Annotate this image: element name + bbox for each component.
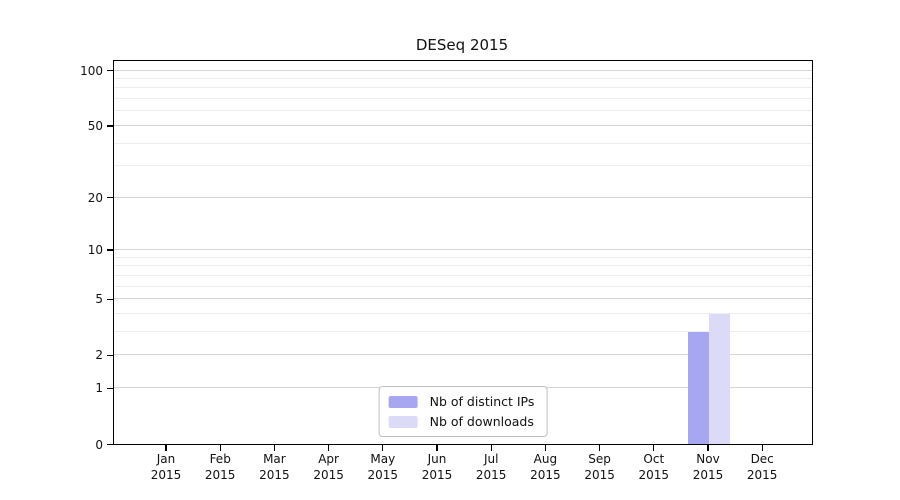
- legend-label: Nb of downloads: [429, 414, 534, 429]
- y-axis-tick: [107, 298, 113, 300]
- year-label: 2015: [475, 467, 507, 482]
- year-label: 2015: [421, 467, 453, 482]
- x-axis-tick: [761, 444, 763, 451]
- y-axis-tick-label: 100: [80, 63, 103, 78]
- gridline-major: [114, 124, 812, 126]
- legend: Nb of distinct IPs Nb of downloads: [378, 386, 548, 437]
- plot-area: Nb of distinct IPs Nb of downloads: [113, 60, 813, 445]
- gridline-minor: [114, 313, 812, 315]
- month-label: Nov: [696, 452, 720, 466]
- x-axis-tick: [327, 444, 330, 451]
- gridline-minor: [114, 285, 812, 287]
- legend-swatch-distinct-ips: [388, 395, 418, 408]
- gridline-major: [114, 249, 812, 251]
- year-label: 2015: [584, 467, 615, 482]
- x-axis-tick-label: May 2015: [351, 452, 415, 483]
- y-axis-tick: [107, 125, 113, 127]
- chart-title: DESeq 2015: [415, 36, 509, 54]
- year-label: 2015: [692, 467, 724, 482]
- x-axis-tick: [490, 444, 492, 451]
- bar-nb-of-distinct-ips: [688, 331, 709, 444]
- y-axis-tick-label: 5: [95, 292, 103, 307]
- year-label: 2015: [313, 467, 344, 482]
- bar-nb-of-downloads: [709, 313, 730, 444]
- y-axis-tick: [107, 354, 113, 357]
- gridline-minor: [114, 87, 812, 89]
- x-axis-tick: [707, 444, 709, 451]
- y-axis-tick: [107, 197, 113, 199]
- year-label: 2015: [204, 467, 236, 482]
- year-label: 2015: [150, 467, 182, 482]
- gridline-minor: [114, 142, 812, 144]
- x-axis-tick-label: Mar 2015: [242, 452, 306, 483]
- legend-item: Nb of downloads: [388, 414, 535, 429]
- x-axis-tick: [165, 444, 167, 451]
- month-label: Oct: [643, 452, 665, 466]
- month-label: Jun: [427, 452, 447, 466]
- x-axis-tick: [273, 444, 276, 451]
- x-axis-tick-label: Oct 2015: [622, 452, 686, 483]
- gridline-major: [114, 69, 812, 71]
- x-axis-tick-label: Apr 2015: [297, 452, 361, 483]
- year-label: 2015: [638, 467, 670, 482]
- y-axis-tick: [107, 387, 113, 390]
- gridline-minor: [114, 256, 812, 258]
- x-axis-tick: [544, 444, 547, 451]
- y-axis-tick-label: 2: [95, 348, 103, 363]
- gridline-minor: [114, 110, 812, 112]
- x-axis-tick: [382, 444, 384, 451]
- y-axis-tick-label: 1: [95, 381, 103, 396]
- legend-swatch-downloads: [388, 415, 418, 428]
- x-axis-tick-label: Sep 2015: [568, 452, 632, 483]
- year-label: 2015: [367, 467, 399, 482]
- month-label: Jan: [156, 452, 176, 466]
- x-axis-tick: [436, 444, 438, 451]
- x-axis-tick: [653, 444, 655, 451]
- gridline-minor: [114, 98, 812, 100]
- x-axis-tick: [219, 444, 221, 451]
- gridline-minor: [114, 165, 812, 167]
- x-axis-tick-label: Jan 2015: [134, 452, 198, 483]
- year-label: 2015: [259, 467, 290, 482]
- y-axis-tick: [107, 249, 113, 251]
- month-label: May: [370, 452, 396, 466]
- y-axis-tick: [107, 69, 113, 72]
- month-label: Sep: [588, 452, 611, 466]
- y-axis-tick-label: 10: [87, 243, 103, 258]
- legend-item: Nb of distinct IPs: [388, 394, 535, 409]
- x-axis-tick-label: Jul 2015: [459, 452, 523, 483]
- x-axis-tick: [598, 444, 601, 451]
- x-axis-tick-label: Aug 2015: [513, 452, 577, 483]
- gridline-major: [114, 196, 812, 198]
- month-label: Mar: [263, 452, 286, 466]
- x-axis-tick-label: Feb 2015: [188, 452, 252, 483]
- month-label: Feb: [209, 452, 231, 466]
- x-axis-tick-label: Dec 2015: [730, 452, 794, 483]
- gridline-minor: [114, 77, 812, 79]
- y-axis-tick-label: 20: [87, 190, 103, 205]
- month-label: Aug: [533, 452, 558, 466]
- gridline-minor: [114, 265, 812, 267]
- gridline-major: [114, 298, 812, 300]
- y-axis-tick-label: 50: [87, 118, 103, 133]
- y-axis-tick-label: 0: [95, 437, 103, 452]
- x-axis-tick-label: Nov 2015: [676, 452, 740, 483]
- gridline-minor: [114, 274, 812, 276]
- month-label: Jul: [483, 452, 499, 466]
- month-label: Dec: [750, 452, 774, 466]
- gridline-major: [114, 354, 812, 356]
- year-label: 2015: [746, 467, 778, 482]
- x-axis-tick-label: Jun 2015: [405, 452, 469, 483]
- y-axis-tick: [107, 443, 113, 446]
- month-label: Apr: [318, 452, 339, 466]
- year-label: 2015: [530, 467, 561, 482]
- legend-label: Nb of distinct IPs: [429, 394, 535, 409]
- gridline-minor: [114, 331, 812, 333]
